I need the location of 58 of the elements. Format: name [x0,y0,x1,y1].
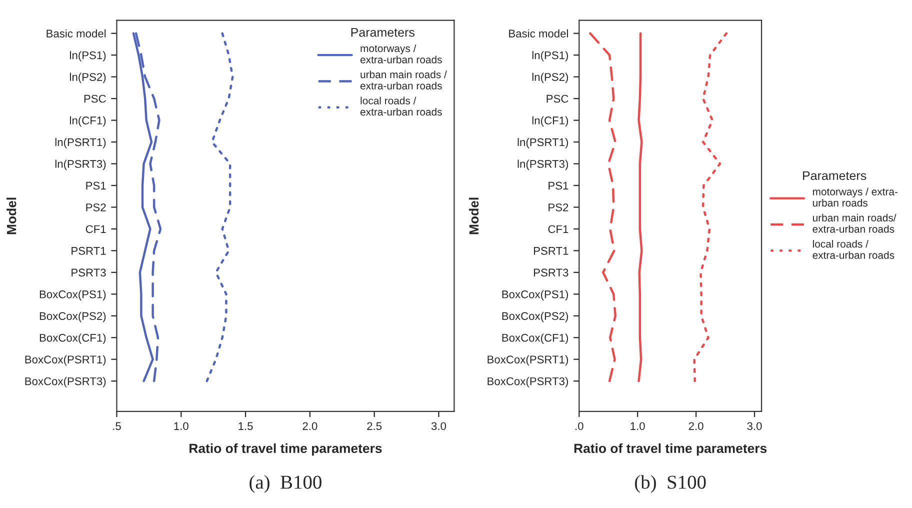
x-tick-label: 2.5 [367,422,382,430]
x-tick-label: .5 [113,422,121,430]
y-tick-label: Basic model [46,29,106,38]
legend-label: motorways / extra- urban roads [812,188,898,207]
x-tick-label: 2.0 [688,422,704,430]
y-tick-label: ln(PSRT1) [55,138,106,148]
text: (b) S100 [634,475,706,493]
x-tick-label: 3.0 [431,422,446,430]
y-tick-label: BoxCox(PS2) [502,312,568,322]
y-tick-label: BoxCox(PSRT1) [488,355,568,366]
x-tick-label: 3.0 [747,422,762,430]
y-tick-label: ln(CF1) [70,116,106,127]
legend-title: Parameters [351,28,414,37]
y-axis-title: Model [468,198,479,234]
y-tick-label: ln(PS2) [70,72,106,84]
y-tick-label: Basic model [509,29,568,38]
x-tick-label: .0 [576,422,584,430]
y-tick-label: ln(PS1) [532,51,568,62]
y-tick-label: ln(CF1) [532,116,568,127]
legend-label: local roads / extra-urban roads [812,240,894,259]
y-tick-label: PSRT1 [534,246,568,255]
y-tick-label: ln(PSRT3) [55,160,106,170]
y-tick-label: BoxCox(PSRT1) [25,355,106,366]
y-tick-label: PSRT1 [72,246,106,255]
y-tick-label: PSRT3 [72,268,106,277]
y-tick-label: ln(PS1) [70,51,106,62]
y-tick-label: BoxCox(PS2) [40,312,106,322]
y-tick-label: CF1 [86,225,106,234]
x-tick-label: 1.5 [238,422,253,430]
y-axis-title: Model [6,198,16,234]
y-tick-label: ln(PSRT1) [518,138,568,148]
legend-label: urban main roads / extra-urban roads [360,70,447,90]
y-tick-label: PSC [84,94,106,103]
text: (a) B100 [250,475,322,493]
y-tick-label: BoxCox(PS1) [40,290,106,300]
legend-label: motorways / extra-urban roads [360,44,442,64]
y-tick-label: ln(PSRT3) [518,160,568,170]
x-axis-title: Ratio of travel time parameters [574,443,767,456]
legend-label: urban main roads/ extra-urban roads [812,214,896,233]
y-tick-label: PSC [546,94,568,103]
x-tick-label: 2.0 [302,422,318,430]
x-tick-label: 1.0 [630,422,645,430]
legend-title: Parameters [803,171,866,180]
y-tick-label: BoxCox(PSRT3) [488,377,568,388]
y-tick-label: BoxCox(CF1) [40,334,106,344]
y-tick-label: CF1 [548,225,568,234]
y-tick-label: PSRT3 [534,268,568,277]
y-tick-label: BoxCox(CF1) [502,334,568,344]
y-tick-label: BoxCox(PS1) [502,290,568,300]
legend-label: local roads / extra-urban roads [360,96,442,116]
y-tick-label: PS1 [86,182,106,190]
x-axis-title: Ratio of travel time parameters [190,443,382,456]
y-tick-label: BoxCox(PSRT3) [25,377,106,388]
y-tick-label: PS2 [548,203,568,212]
x-tick-label: 1.0 [174,422,188,430]
y-tick-label: PS1 [548,182,568,190]
y-tick-label: PS2 [86,203,106,212]
y-tick-label: ln(PS2) [532,72,568,84]
